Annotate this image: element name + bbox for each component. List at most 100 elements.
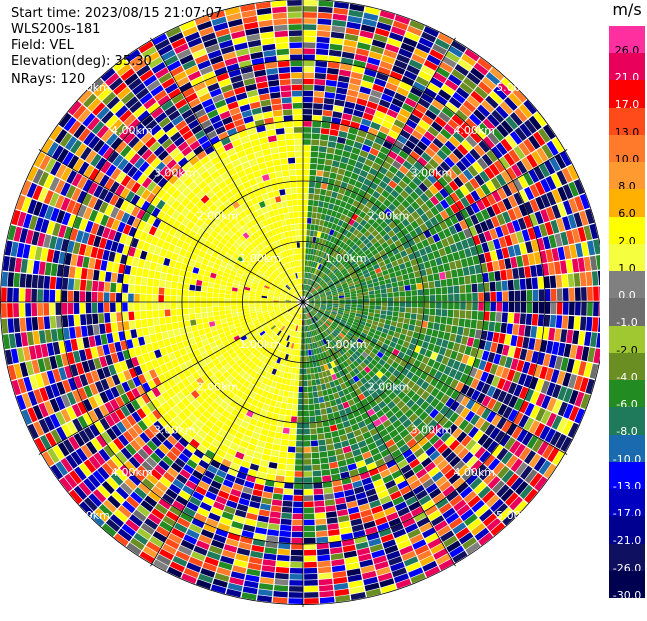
velocity-gate xyxy=(286,464,295,471)
velocity-gate xyxy=(177,255,185,263)
velocity-gate xyxy=(316,30,331,38)
velocity-gate xyxy=(323,285,329,290)
velocity-gate xyxy=(389,243,397,251)
velocity-gate xyxy=(542,236,551,250)
velocity-gate xyxy=(469,148,481,161)
velocity-gate xyxy=(370,121,381,131)
velocity-gate xyxy=(531,239,539,252)
velocity-gate xyxy=(119,360,128,372)
velocity-gate xyxy=(258,509,270,517)
velocity-gate xyxy=(315,314,320,320)
velocity-gate xyxy=(391,361,399,369)
velocity-gate xyxy=(440,316,447,324)
velocity-gate xyxy=(345,95,357,103)
velocity-gate xyxy=(429,450,441,461)
velocity-gate xyxy=(70,451,83,466)
velocity-gate xyxy=(519,386,529,400)
velocity-gate xyxy=(375,305,381,310)
velocity-gate xyxy=(520,302,527,313)
velocity-gate xyxy=(409,150,421,161)
velocity-gate xyxy=(176,308,183,316)
velocity-gate xyxy=(364,6,380,16)
velocity-gate xyxy=(471,523,486,536)
velocity-gate xyxy=(335,316,342,321)
velocity-gate xyxy=(10,348,19,364)
velocity-gate xyxy=(260,409,268,417)
velocity-gate xyxy=(303,205,308,212)
velocity-gate xyxy=(525,349,534,362)
velocity-gate xyxy=(100,260,108,271)
velocity-gate xyxy=(188,523,203,534)
velocity-gate xyxy=(234,322,241,328)
velocity-gate xyxy=(259,319,266,324)
velocity-gate xyxy=(291,299,298,302)
velocity-gate xyxy=(182,302,189,309)
velocity-gate xyxy=(94,508,109,522)
velocity-gate xyxy=(402,385,411,395)
velocity-gate xyxy=(487,352,496,363)
velocity-gate xyxy=(427,126,439,137)
velocity-gate xyxy=(273,585,289,592)
velocity-gate xyxy=(502,197,513,211)
velocity-gate xyxy=(435,338,443,347)
velocity-gate xyxy=(46,370,56,385)
velocity-gate xyxy=(348,378,356,386)
velocity-gate xyxy=(329,264,335,271)
velocity-gate xyxy=(560,231,569,246)
velocity-gate xyxy=(307,205,313,212)
velocity-gate xyxy=(329,424,338,432)
velocity-gate xyxy=(363,222,372,230)
velocity-gate xyxy=(327,281,333,286)
velocity-gate xyxy=(272,444,281,451)
velocity-gate xyxy=(322,324,327,330)
velocity-gate xyxy=(75,326,82,338)
velocity-gate xyxy=(398,48,413,59)
velocity-gate xyxy=(428,510,442,522)
velocity-gate xyxy=(320,232,325,239)
velocity-gate xyxy=(469,113,482,126)
velocity-gate xyxy=(449,412,460,423)
velocity-gate xyxy=(349,288,356,292)
velocity-gate xyxy=(232,457,243,466)
velocity-gate xyxy=(363,178,372,187)
velocity-gate xyxy=(128,456,141,469)
velocity-gate xyxy=(17,211,27,227)
velocity-gate xyxy=(497,390,507,403)
velocity-gate xyxy=(406,155,417,166)
velocity-gate xyxy=(290,336,294,343)
velocity-gate xyxy=(305,248,309,254)
velocity-gate xyxy=(360,377,368,385)
velocity-gate xyxy=(340,280,347,285)
velocity-gate xyxy=(303,181,309,188)
velocity-gate xyxy=(220,318,227,324)
velocity-gate xyxy=(504,97,518,111)
velocity-gate xyxy=(375,208,384,217)
velocity-gate xyxy=(16,347,25,363)
velocity-gate xyxy=(425,483,438,494)
velocity-gate xyxy=(385,410,394,419)
velocity-gate xyxy=(348,269,355,275)
velocity-gate xyxy=(98,504,113,518)
velocity-gate xyxy=(412,484,425,495)
velocity-gate xyxy=(376,423,386,433)
velocity-gate xyxy=(309,318,313,324)
velocity-gate xyxy=(330,243,336,250)
velocity-gate xyxy=(321,332,326,339)
velocity-gate xyxy=(315,299,321,301)
velocity-gate xyxy=(387,297,394,302)
velocity-gate xyxy=(220,261,228,268)
velocity-gate xyxy=(419,522,433,533)
velocity-gate xyxy=(523,138,536,153)
velocity-gate xyxy=(303,386,308,393)
velocity-gate xyxy=(359,559,374,568)
velocity-gate xyxy=(551,137,564,153)
velocity-gate xyxy=(402,323,409,330)
velocity-gate xyxy=(151,207,161,218)
velocity-gate xyxy=(435,476,448,487)
velocity-gate xyxy=(469,177,480,190)
velocity-gate xyxy=(513,192,524,206)
velocity-gate xyxy=(258,415,266,423)
velocity-gate xyxy=(278,457,287,464)
velocity-gate xyxy=(441,255,449,264)
velocity-gate xyxy=(477,104,491,118)
